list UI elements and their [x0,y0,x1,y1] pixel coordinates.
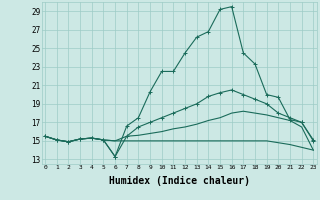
X-axis label: Humidex (Indice chaleur): Humidex (Indice chaleur) [109,176,250,186]
